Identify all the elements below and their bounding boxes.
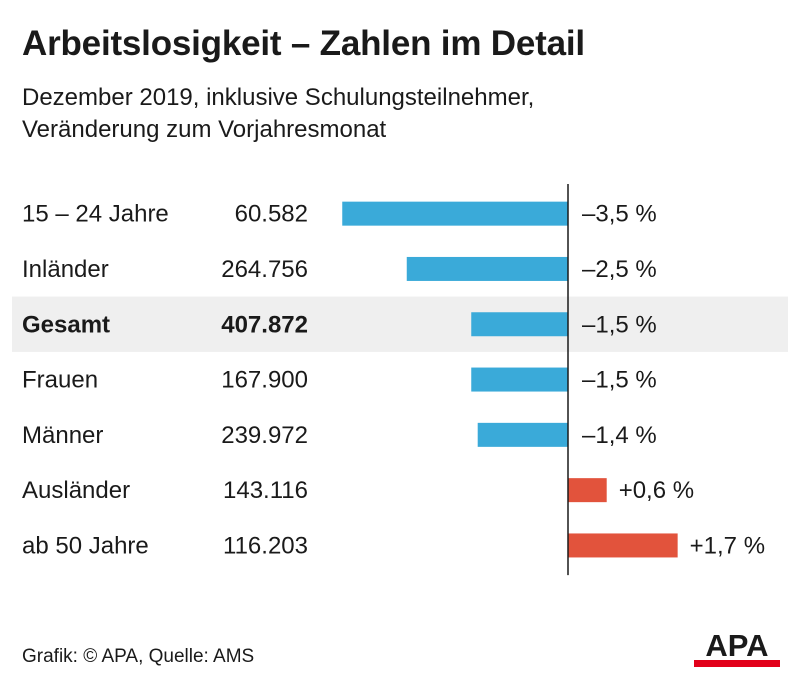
bar bbox=[568, 478, 607, 503]
value-label: +1,7 % bbox=[690, 532, 765, 559]
value-label: –1,4 % bbox=[582, 422, 657, 449]
category-label: Ausländer bbox=[22, 477, 130, 504]
apa-logo: APA bbox=[694, 629, 780, 667]
count-label: 143.116 bbox=[223, 477, 308, 504]
bar bbox=[471, 312, 568, 337]
bar bbox=[477, 422, 568, 447]
subtitle-line-1: Dezember 2019, inklusive Schulungsteilne… bbox=[22, 84, 535, 111]
source-credit: Grafik: © APA, Quelle: AMS bbox=[22, 646, 255, 667]
bar bbox=[568, 533, 678, 558]
bar bbox=[471, 367, 568, 392]
value-label: –2,5 % bbox=[582, 256, 657, 283]
highlight-row bbox=[12, 296, 788, 352]
value-label: –3,5 % bbox=[582, 201, 657, 228]
value-label: +0,6 % bbox=[619, 477, 694, 504]
category-label: ab 50 Jahre bbox=[22, 532, 149, 559]
category-label: Männer bbox=[22, 422, 103, 449]
subtitle-line-2: Veränderung zum Vorjahresmonat bbox=[22, 116, 387, 143]
bar bbox=[342, 201, 568, 226]
category-label: Inländer bbox=[22, 256, 109, 283]
apa-logo-text: APA bbox=[705, 629, 768, 663]
value-label: –1,5 % bbox=[582, 367, 657, 394]
count-label: 407.872 bbox=[221, 311, 308, 338]
chart-subtitle: Dezember 2019, inklusive Schulungsteilne… bbox=[22, 82, 534, 146]
count-label: 239.972 bbox=[221, 422, 308, 449]
bar bbox=[406, 256, 568, 281]
count-label: 264.756 bbox=[221, 256, 308, 283]
category-label: Gesamt bbox=[22, 311, 110, 338]
apa-logo-bar bbox=[694, 660, 780, 667]
value-label: –1,5 % bbox=[582, 311, 657, 338]
chart-title: Arbeitslosigkeit – Zahlen im Detail bbox=[22, 24, 585, 63]
count-label: 60.582 bbox=[235, 201, 308, 228]
count-label: 167.900 bbox=[221, 367, 308, 394]
count-label: 116.203 bbox=[223, 532, 308, 559]
category-label: Frauen bbox=[22, 367, 98, 394]
category-label: 15 – 24 Jahre bbox=[22, 201, 169, 228]
